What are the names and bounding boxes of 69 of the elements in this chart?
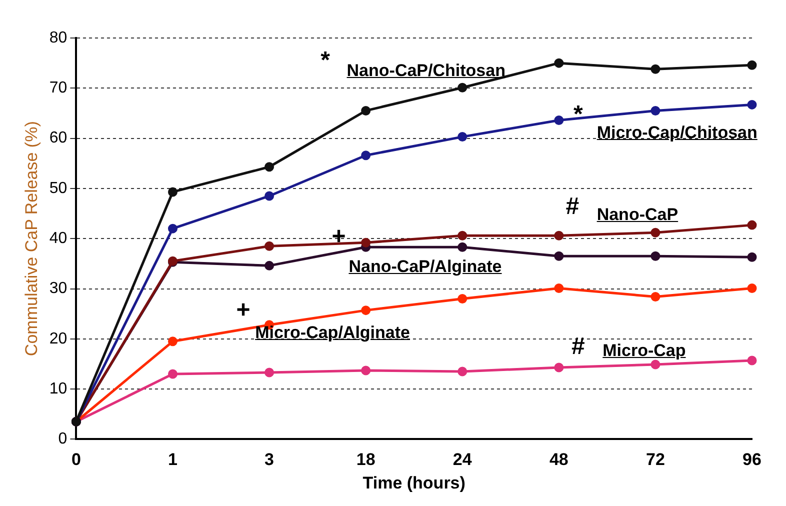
point: [747, 284, 757, 293]
point: [554, 284, 564, 293]
point: [554, 362, 564, 372]
point: [747, 356, 757, 366]
x-tick-label: 3: [264, 450, 274, 470]
series-label: Micro-Cap/Alginate: [255, 323, 410, 344]
point: [458, 230, 468, 240]
point: [361, 238, 371, 248]
point: [458, 294, 468, 304]
point: [264, 162, 274, 172]
y-tick-label: 60: [49, 130, 68, 147]
point: [361, 150, 371, 160]
point: [747, 100, 757, 110]
point: [554, 230, 564, 240]
point: [650, 64, 660, 74]
annotation: *: [320, 47, 331, 74]
y-tick-label: 50: [49, 180, 68, 197]
y-tick-label: 80: [49, 29, 68, 46]
point: [264, 241, 274, 251]
point: [650, 251, 660, 261]
point: [361, 306, 371, 316]
x-tick-label: 0: [71, 450, 81, 470]
point: [264, 260, 274, 270]
y-tick-label: 0: [58, 430, 68, 448]
annotation: +: [236, 296, 250, 324]
series-label: Micro-Cap: [602, 340, 686, 361]
y-tick-label: 20: [49, 330, 68, 348]
y-tick-label: 40: [49, 230, 68, 248]
point: [361, 106, 371, 116]
y-tick-label: 10: [49, 380, 68, 398]
x-axis-title: Time (hours): [362, 473, 466, 492]
x-tick-label: 24: [452, 450, 472, 470]
point: [168, 187, 178, 197]
point: [747, 220, 757, 230]
point: [747, 252, 757, 262]
point: [458, 242, 468, 252]
point: [650, 360, 660, 370]
x-tick-label: 72: [646, 450, 665, 470]
x-tick-label: 96: [742, 450, 762, 470]
point: [650, 228, 660, 238]
y-tick-label: 70: [49, 80, 68, 97]
annotation: *: [574, 100, 584, 128]
point: [554, 251, 564, 261]
point: [168, 336, 178, 346]
series-label: Nano-CaP/Chitosan: [346, 60, 506, 81]
point: [554, 58, 564, 68]
annotation: +: [332, 223, 346, 250]
point: [458, 82, 468, 92]
x-tick-label: 18: [356, 450, 376, 470]
point: [554, 115, 564, 125]
point: [458, 366, 468, 376]
y-tick-label: 30: [49, 280, 68, 298]
point: [650, 292, 660, 302]
annotation: #: [566, 193, 580, 220]
point: [168, 369, 178, 379]
series-label: Nano-CaP/Alginate: [348, 256, 502, 277]
series-label: Micro-Cap/Chitosan: [596, 123, 758, 144]
point: [361, 366, 371, 376]
y-axis-title: Commulative CaP Release (%): [22, 121, 41, 356]
series-label: Nano-CaP: [596, 205, 678, 226]
point: [747, 60, 757, 70]
point: [168, 224, 178, 234]
x-tick-label: 1: [168, 450, 178, 470]
point: [650, 106, 660, 116]
annotation: #: [572, 333, 585, 360]
point: [264, 191, 274, 201]
point: [458, 132, 468, 142]
x-tick-label: 48: [549, 450, 568, 470]
point: [264, 368, 274, 378]
